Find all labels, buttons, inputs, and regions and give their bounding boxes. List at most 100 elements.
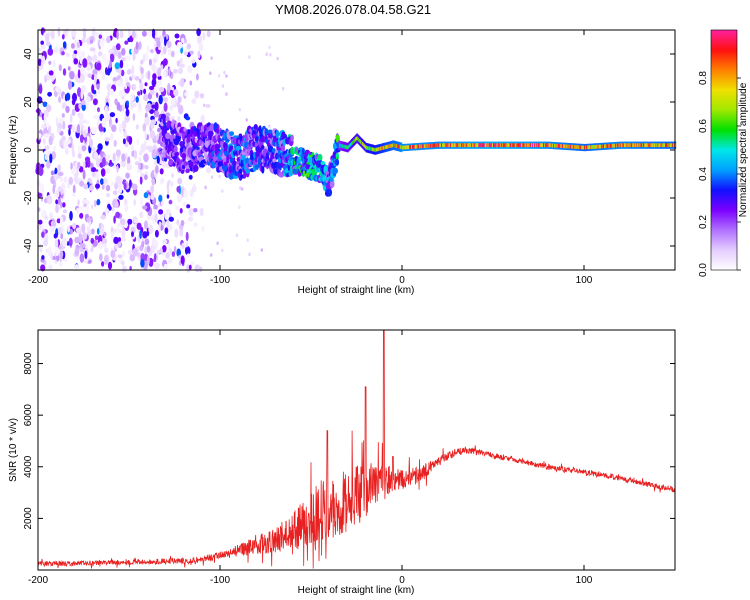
x-tick-label: -100: [210, 275, 230, 286]
noise-blob: [63, 140, 68, 151]
noise-blob: [149, 130, 156, 139]
ridge-core: [617, 143, 619, 148]
noise-blob: [151, 64, 156, 72]
ridge-core: [600, 144, 602, 149]
ridge-core: [394, 143, 396, 148]
noise-blob: [104, 137, 111, 142]
noise-blob: [165, 112, 171, 117]
noise-blob: [152, 73, 157, 81]
colorbar-tick-label: 0.2: [698, 215, 709, 229]
ridge-core: [371, 147, 373, 151]
noise-blob: [157, 67, 161, 77]
ridge-core: [623, 143, 625, 148]
ridge-blob: [173, 145, 178, 153]
ridge-core: [532, 143, 534, 148]
noise-blob: [193, 222, 198, 228]
noise-blob: [177, 96, 182, 103]
ridge-core: [632, 143, 634, 148]
ridge-core: [634, 143, 636, 148]
ridge-core: [339, 143, 341, 148]
ridge-core: [635, 143, 637, 148]
noise-blob: [143, 94, 149, 102]
noise-blob: [169, 181, 174, 187]
ridge-core: [536, 143, 538, 148]
ridge-core: [354, 138, 356, 142]
ridge-blob: [181, 164, 186, 170]
ridge-core: [562, 144, 564, 148]
ridge-core: [441, 143, 443, 148]
ridge-core: [633, 143, 635, 148]
noise-blob: [58, 64, 62, 72]
ridge-core: [423, 144, 425, 148]
noise-blob: [72, 184, 76, 194]
ridge-core: [673, 143, 675, 148]
ridge-core: [487, 143, 489, 148]
ridge-core: [431, 143, 433, 148]
ridge-core: [575, 145, 577, 149]
noise-blob: [96, 83, 100, 90]
noise-blob: [61, 51, 65, 56]
noise-blob: [79, 180, 85, 187]
noise-blob: [129, 179, 132, 188]
ridge-core: [391, 143, 393, 148]
noise-blob: [93, 114, 99, 120]
noise-blob: [198, 42, 204, 52]
ridge-blob: [280, 145, 286, 152]
noise-blob: [96, 121, 100, 127]
noise-blob: [89, 47, 96, 52]
noise-blob: [55, 204, 59, 214]
ridge-core: [422, 144, 425, 149]
colorbar: 0.0 0.2 0.4 0.6 0.8 Normalized spectral ampl…: [698, 29, 749, 277]
noise-blob: [57, 226, 63, 235]
ridge-blob: [326, 188, 333, 197]
ridge-core: [397, 144, 399, 149]
ridge-core: [651, 143, 653, 148]
noise-blob: [96, 198, 101, 206]
noise-blob: [197, 35, 203, 45]
ridge-core: [574, 145, 576, 149]
noise-blob: [147, 145, 154, 153]
ridge-core: [558, 144, 560, 148]
ridge-core: [551, 143, 553, 148]
ridge-core: [396, 144, 398, 148]
ridge-core: [554, 143, 557, 148]
ridge-core: [483, 143, 486, 148]
noise-blob: [124, 113, 130, 123]
ridge-core: [567, 144, 569, 149]
ridge-core: [582, 145, 584, 150]
ridge-core: [587, 145, 589, 150]
ridge-blob: [192, 164, 199, 172]
ridge-core: [581, 145, 583, 150]
ridge-core: [412, 145, 414, 149]
ridge-core: [518, 143, 520, 148]
noise-blob: [63, 176, 68, 184]
noise-blob: [43, 150, 50, 156]
noise-blob: [188, 174, 193, 180]
ridge-core: [482, 143, 484, 148]
noise-blob: [131, 65, 135, 75]
noise-blob: [80, 89, 84, 100]
ridge-blob: [275, 129, 280, 139]
noise-blob: [121, 153, 126, 162]
ridge-core: [615, 143, 618, 148]
ridge-core: [639, 143, 641, 148]
ridge-blob: [271, 148, 276, 153]
noise-blob: [147, 29, 153, 37]
ridge-blob: [297, 171, 302, 177]
noise-blob: [71, 43, 75, 49]
noise-blob: [47, 91, 52, 97]
ridge-core: [621, 143, 623, 148]
ridge-core: [593, 145, 595, 149]
noise-blob: [128, 136, 133, 145]
ridge-core: [505, 143, 507, 148]
noise-blob: [158, 209, 164, 215]
ridge-core: [544, 143, 546, 148]
noise-blob: [185, 116, 191, 121]
noise-blob: [110, 181, 115, 186]
noise-blob: [112, 206, 115, 213]
noise-blob: [83, 71, 89, 77]
ridge-core: [414, 144, 416, 149]
noise-blob: [93, 73, 97, 84]
noise-blob: [80, 242, 86, 249]
ridge-core: [465, 143, 467, 148]
